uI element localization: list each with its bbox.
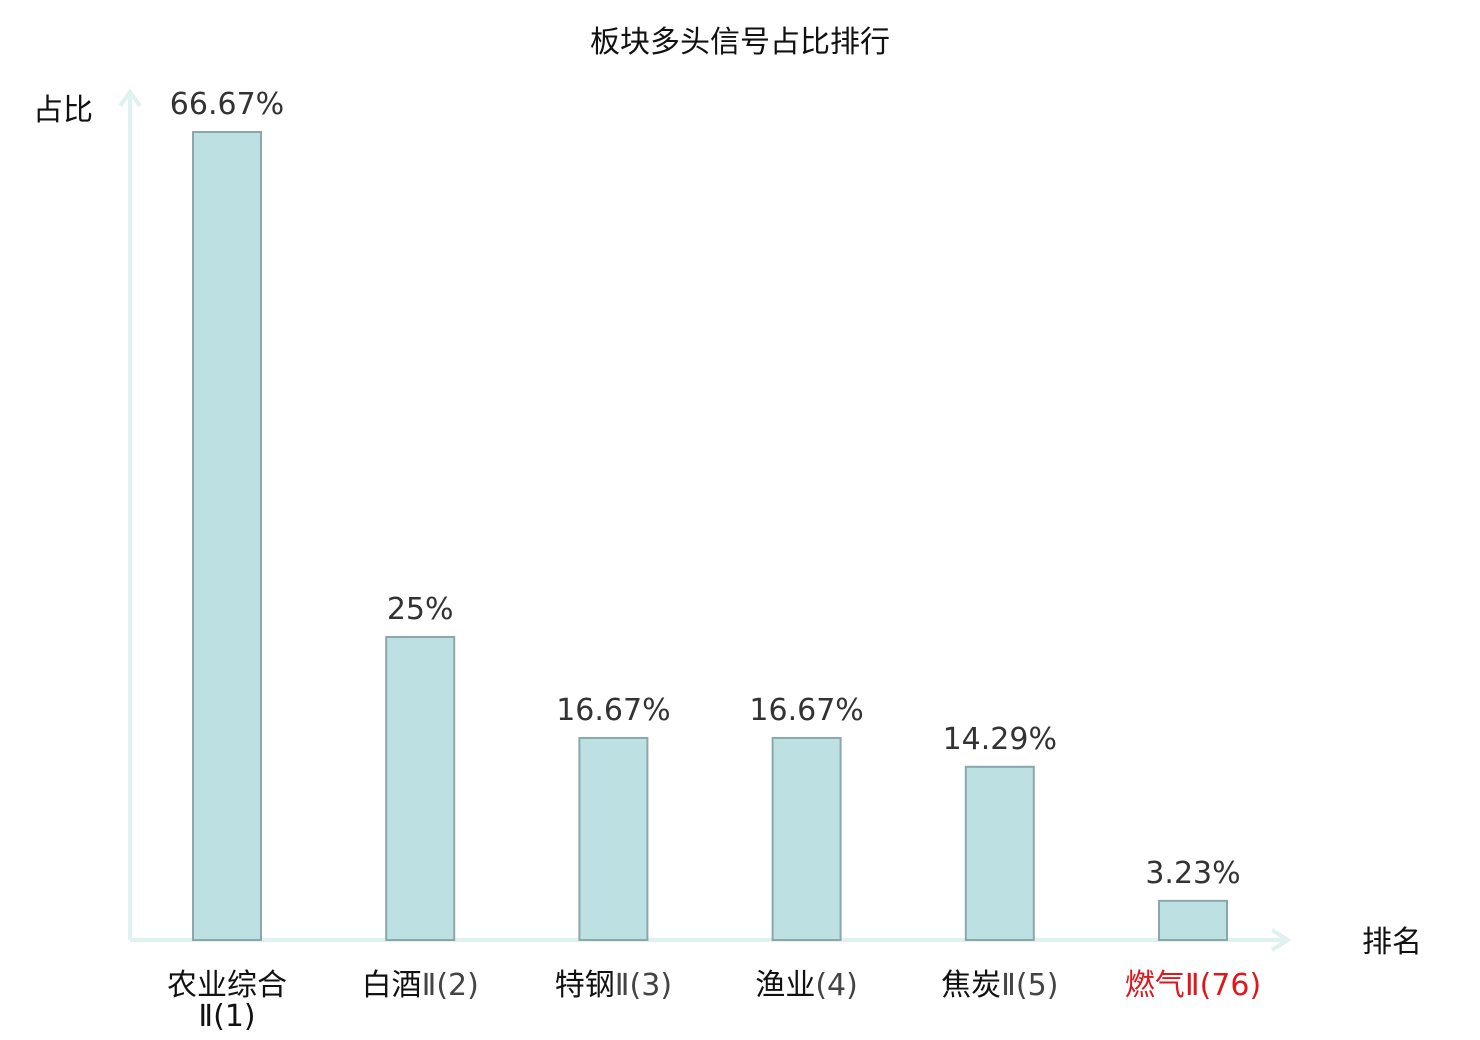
y-axis-arrow (118, 88, 142, 108)
category-label-2: 白酒Ⅱ(2) (362, 968, 479, 1003)
value-label-6: 3.23% (1145, 856, 1240, 891)
category-label-3: 特钢Ⅱ(3) (555, 968, 672, 1003)
category-name-5: 焦炭 (941, 968, 1001, 1003)
category-rank-2: Ⅱ(2) (422, 968, 479, 1003)
category-name-3: 特钢 (555, 968, 615, 1003)
value-labels-group: 66.67% 25% 16.67% 16.67% 14.29% 3.23% (170, 87, 1241, 891)
category-rank-5: Ⅱ(5) (1001, 968, 1058, 1003)
y-axis (118, 88, 142, 940)
category-name-4: 渔业 (755, 968, 815, 1003)
category-label-5: 焦炭Ⅱ(5) (941, 968, 1058, 1003)
category-rank-1: Ⅱ(1) (198, 999, 255, 1034)
value-label-2: 25% (387, 592, 454, 627)
category-name-2: 白酒 (362, 968, 422, 1003)
x-axis-arrow (1270, 928, 1292, 952)
y-axis-label: 占比 (33, 93, 93, 128)
chart-title: 板块多头信号占比排行 (590, 25, 890, 60)
bar-6 (1158, 899, 1228, 942)
value-label-5: 14.29% (943, 722, 1057, 757)
value-label-3: 16.67% (556, 693, 670, 728)
bar-3 (578, 736, 649, 942)
category-name-6: 燃气 (1125, 968, 1185, 1003)
value-label-4: 16.67% (749, 693, 863, 728)
x-axis (130, 928, 1292, 952)
bar-4 (771, 736, 842, 942)
category-rank-3: Ⅱ(3) (615, 968, 672, 1003)
bar-1 (192, 131, 262, 941)
category-label-4: 渔业(4) (755, 968, 858, 1003)
value-label-1: 66.67% (170, 87, 284, 122)
category-label-1: 农业综合 (167, 968, 287, 1003)
bars-group (192, 131, 1228, 942)
category-label-6: 燃气Ⅱ(76) (1125, 968, 1261, 1003)
bar-5 (964, 765, 1035, 941)
x-axis-label: 排名 (1362, 925, 1422, 960)
category-rank-4: (4) (815, 968, 858, 1003)
category-rank-6: Ⅱ(76) (1185, 968, 1261, 1003)
bar-2 (385, 636, 456, 941)
